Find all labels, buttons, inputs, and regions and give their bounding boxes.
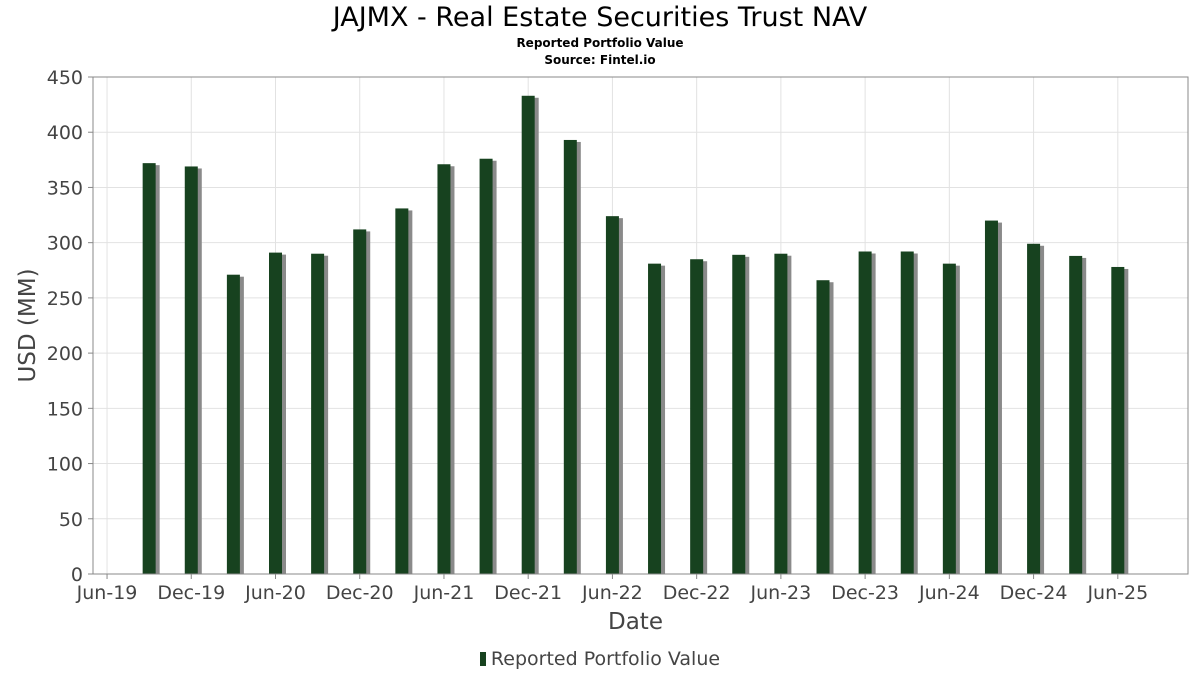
- x-tick-label: Jun-25: [1086, 582, 1148, 604]
- chart-subtitle: Reported Portfolio Value: [516, 36, 684, 50]
- bar: [690, 259, 704, 574]
- y-tick-label: 0: [71, 564, 83, 586]
- legend: Reported Portfolio Value: [0, 648, 1200, 670]
- bar: [395, 208, 409, 574]
- bar: [774, 253, 788, 574]
- bar: [942, 263, 956, 574]
- x-axis-title: Date: [608, 609, 663, 635]
- bar: [353, 229, 367, 574]
- y-tick-label: 250: [47, 288, 83, 310]
- legend-swatch: [479, 652, 486, 666]
- chart-title: JAJMX - Real Estate Securities Trust NAV: [332, 2, 868, 33]
- x-tick-label: Jun-24: [918, 582, 980, 604]
- x-tick-label: Dec-21: [494, 582, 562, 604]
- x-tick-label: Jun-19: [76, 582, 138, 604]
- x-tick-label: Jun-23: [750, 582, 812, 604]
- x-tick-label: Jun-21: [413, 582, 475, 604]
- plot-background: [93, 77, 1188, 574]
- x-tick-label: Dec-23: [831, 582, 899, 604]
- y-tick-label: 100: [47, 454, 83, 476]
- bar: [858, 251, 872, 574]
- bar: [479, 158, 493, 574]
- bar: [142, 163, 156, 574]
- y-tick-label: 400: [47, 122, 83, 144]
- legend-label: Reported Portfolio Value: [490, 648, 721, 670]
- x-tick-label: Dec-24: [1000, 582, 1068, 604]
- y-tick-label: 300: [47, 233, 83, 255]
- bar: [437, 164, 451, 575]
- bar: [226, 274, 240, 574]
- bar: [311, 253, 325, 574]
- x-tick-label: Dec-22: [663, 582, 731, 604]
- y-tick-label: 150: [47, 398, 83, 420]
- bar: [184, 166, 198, 574]
- chart-source: Source: Fintel.io: [544, 53, 656, 67]
- plot-border: [92, 76, 1189, 575]
- y-axis-title: USD (MM): [15, 268, 41, 382]
- bar: [605, 216, 619, 574]
- x-tick-label: Dec-19: [157, 582, 225, 604]
- x-tick-label: Dec-20: [326, 582, 394, 604]
- y-tick-label: 200: [47, 343, 83, 365]
- bar: [732, 254, 746, 574]
- bar: [1069, 255, 1083, 575]
- x-tick-label: Jun-20: [244, 582, 306, 604]
- bar: [900, 251, 914, 574]
- x-tick-label: Jun-22: [581, 582, 643, 604]
- y-tick-label: 50: [59, 509, 83, 531]
- y-tick-label: 350: [47, 177, 83, 199]
- bar: [984, 220, 998, 575]
- bar: [816, 280, 830, 574]
- bar: [648, 263, 662, 574]
- y-tick-label: 450: [47, 67, 83, 89]
- bar: [1111, 266, 1125, 574]
- bar: [269, 252, 282, 574]
- bar: [521, 95, 535, 574]
- bar: [1027, 243, 1041, 574]
- bar: [563, 139, 577, 574]
